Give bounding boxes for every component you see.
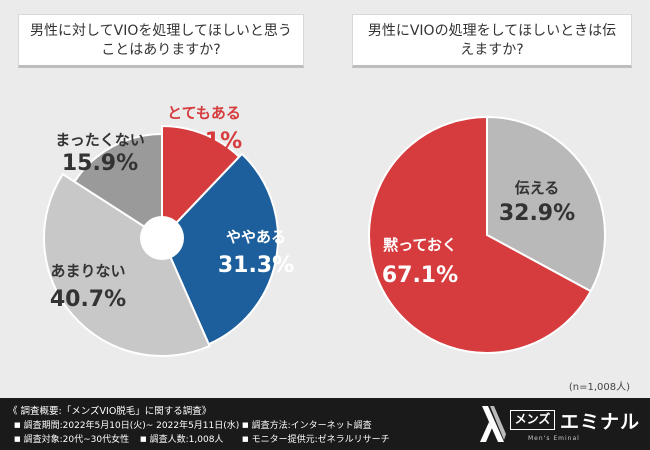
survey-period: 調査期間:2022年5月10日(火)~ 2022年5月11日(水) [14,418,240,431]
left-value-label-1: 31.3% [218,253,294,278]
left-cat-label-1: ややある [226,228,286,246]
survey-method: 調査方法:インターネット調査 [242,418,372,431]
survey-title: 《 調査概要:「メンズVIO脱毛」に関する調査》 [8,406,212,417]
sample-size-note: (n=1,008人) [568,382,630,393]
right-slice-0 [486,115,606,293]
right-cat-label-0: 伝える [515,179,560,197]
right-cat-label-1: 黙っておく [383,236,457,254]
left-pie-center [140,216,184,260]
left-value-label-0: 12.1% [166,129,242,154]
question-right: 男性にVIOの処理をしてほしいときは伝えますか? [367,23,617,58]
question-box-left: 男性に対してVIOを処理してほしいと思うことはありますか? [18,14,304,68]
logo-text: エミナル [560,411,641,433]
right-value-label-0: 32.9% [499,201,575,226]
left-slice-0 [161,124,241,241]
footer: 《 調査概要:「メンズVIO脱毛」に関する調査》 調査期間:2022年5月10日… [0,398,650,450]
question-left: 男性に対してVIOを処理してほしいと思うことはありますか? [30,23,292,58]
survey-target: 調査対象:20代~30代女性 [14,432,129,445]
logo-mark-icon [480,406,506,442]
left-slice-2 [43,172,211,357]
left-slice-1 [160,152,279,346]
left-slice-3 [73,132,163,240]
logo-subtext: Men's Eminal [528,435,580,442]
right-slice-1 [368,115,593,354]
left-cat-label-0: とてもある [167,104,241,122]
survey-count: 調査人数:1,008人 [140,432,224,445]
survey-provider: モニター提供元:ゼネラルリサーチ [242,432,390,445]
pie-charts: とてもある 12.1% ややある 31.3% あまりない 40.7% まったくない 15.9%… [43,104,606,357]
left-cat-label-2: あまりない [50,262,125,280]
left-value-label-2: 40.7% [50,287,126,312]
left-cat-label-3: まったくない [55,131,144,149]
left-value-label-3: 15.9% [62,151,138,176]
logo-mens-box: メンズ [510,410,555,430]
right-value-label-1: 67.1% [382,263,458,288]
main-panel: 男性に対してVIOを処理してほしいと思うことはありますか? 男性にVIOの処理を… [18,14,632,393]
question-box-right: 男性にVIOの処理をしてほしいときは伝えますか? [352,14,632,68]
